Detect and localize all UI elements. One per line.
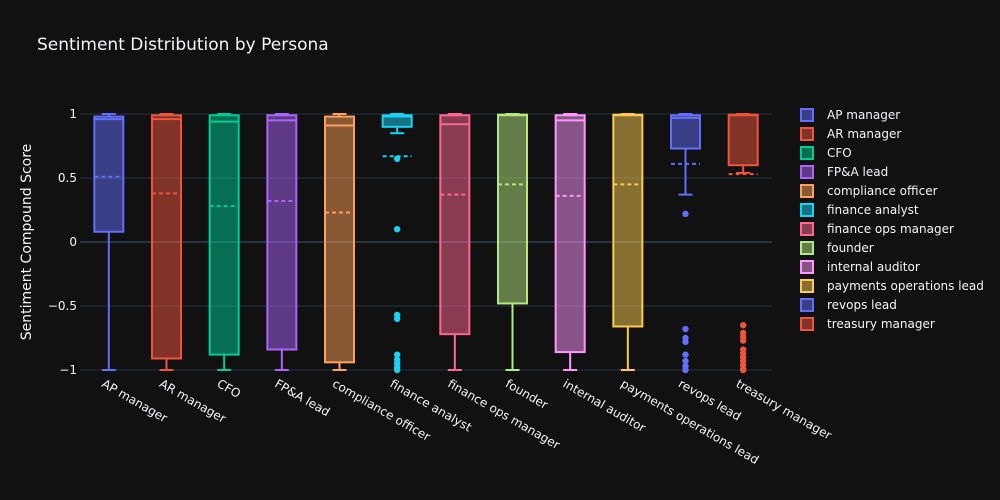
outlier-point (682, 366, 689, 374)
legend-item[interactable]: treasury manager (800, 317, 935, 331)
legend-swatch (800, 260, 814, 274)
legend-item[interactable]: finance ops manager (800, 222, 954, 236)
legend-label: internal auditor (827, 260, 920, 274)
legend-label: FP&A lead (827, 165, 888, 179)
box-ap-manager (93, 113, 125, 371)
box-iqr (208, 114, 240, 356)
gridlines (80, 113, 772, 371)
legend-item[interactable]: finance analyst (800, 203, 919, 217)
box-compliance-officer (324, 113, 355, 371)
legend-label: revops lead (827, 298, 897, 312)
box-payments-operations-lead (612, 113, 644, 371)
box-iqr (439, 114, 471, 336)
box-founder (497, 113, 528, 371)
legend-item[interactable]: payments operations lead (800, 279, 984, 293)
y-tick-label: −0.5 (48, 299, 77, 313)
y-axis-label: Sentiment Compound Score (19, 144, 35, 341)
outlier-point (393, 366, 401, 374)
box-iqr (324, 115, 355, 364)
legend-item[interactable]: FP&A lead (800, 165, 888, 179)
legend-swatch (800, 203, 814, 217)
outlier-point (682, 210, 689, 218)
box-iqr (266, 114, 298, 351)
legend-swatch (800, 146, 814, 160)
outlier-point (393, 315, 401, 322)
legend-label: AR manager (827, 127, 901, 141)
box-fp-a-lead (266, 113, 298, 371)
legend-swatch (800, 279, 814, 293)
box-iqr (612, 113, 644, 328)
box-ar-manager (151, 113, 182, 371)
legend-label: AP manager (827, 108, 900, 122)
legend-label: finance ops manager (827, 222, 954, 236)
legend-label: finance analyst (827, 203, 919, 217)
box-cfo (208, 113, 240, 371)
legend-swatch (800, 317, 814, 331)
legend-swatch (800, 127, 814, 141)
box-iqr (93, 115, 125, 233)
box-finance-ops-manager (439, 113, 471, 371)
box-finance-analyst (381, 113, 413, 374)
box-internal-auditor (554, 113, 586, 371)
outlier-point (682, 351, 689, 358)
legend-item[interactable]: revops lead (800, 298, 897, 312)
legend-label: treasury manager (827, 317, 935, 331)
outlier-point (393, 155, 401, 162)
legend-swatch (800, 241, 814, 255)
outlier-point (682, 325, 689, 333)
box-iqr (381, 114, 413, 128)
legend-swatch (800, 108, 814, 122)
outlier-point (682, 357, 689, 365)
legend-swatch (800, 222, 814, 236)
legend-swatch (800, 165, 814, 179)
legend-swatch (800, 298, 814, 312)
box-revops-lead (670, 113, 701, 374)
legend-item[interactable]: founder (800, 241, 874, 255)
legend-label: founder (827, 241, 874, 255)
outlier-point (393, 226, 401, 233)
box-iqr (497, 113, 528, 305)
box-iqr (670, 114, 701, 150)
box-iqr (554, 114, 586, 354)
outlier-point (682, 338, 689, 346)
y-tick-label: 0 (69, 235, 77, 249)
box-iqr (151, 114, 182, 360)
legend: AP manager AR manager CFO FP&A lead complian… (800, 108, 984, 331)
legend-item[interactable]: compliance officer (800, 184, 938, 198)
legend-item[interactable]: AP manager (800, 108, 900, 122)
y-axis-ticks: 1 0.5 0 −0.5 −1 (48, 107, 77, 377)
legend-swatch (800, 184, 814, 198)
legend-label: compliance officer (827, 184, 938, 198)
boxes (93, 113, 759, 374)
box-treasury-manager (727, 113, 759, 374)
legend-item[interactable]: CFO (800, 146, 852, 160)
y-tick-label: −1 (59, 363, 77, 377)
chart-title: Sentiment Distribution by Persona (37, 35, 329, 55)
outlier-point (393, 351, 401, 358)
legend-item[interactable]: AR manager (800, 127, 901, 141)
outlier-point (739, 322, 747, 329)
legend-label: payments operations lead (827, 279, 984, 293)
outlier-point (739, 366, 747, 374)
outlier-point (739, 337, 747, 344)
box-iqr (727, 113, 759, 167)
y-tick-label: 0.5 (58, 171, 77, 185)
legend-label: CFO (827, 146, 852, 160)
legend-item[interactable]: internal auditor (800, 260, 920, 274)
y-tick-label: 1 (69, 107, 77, 121)
